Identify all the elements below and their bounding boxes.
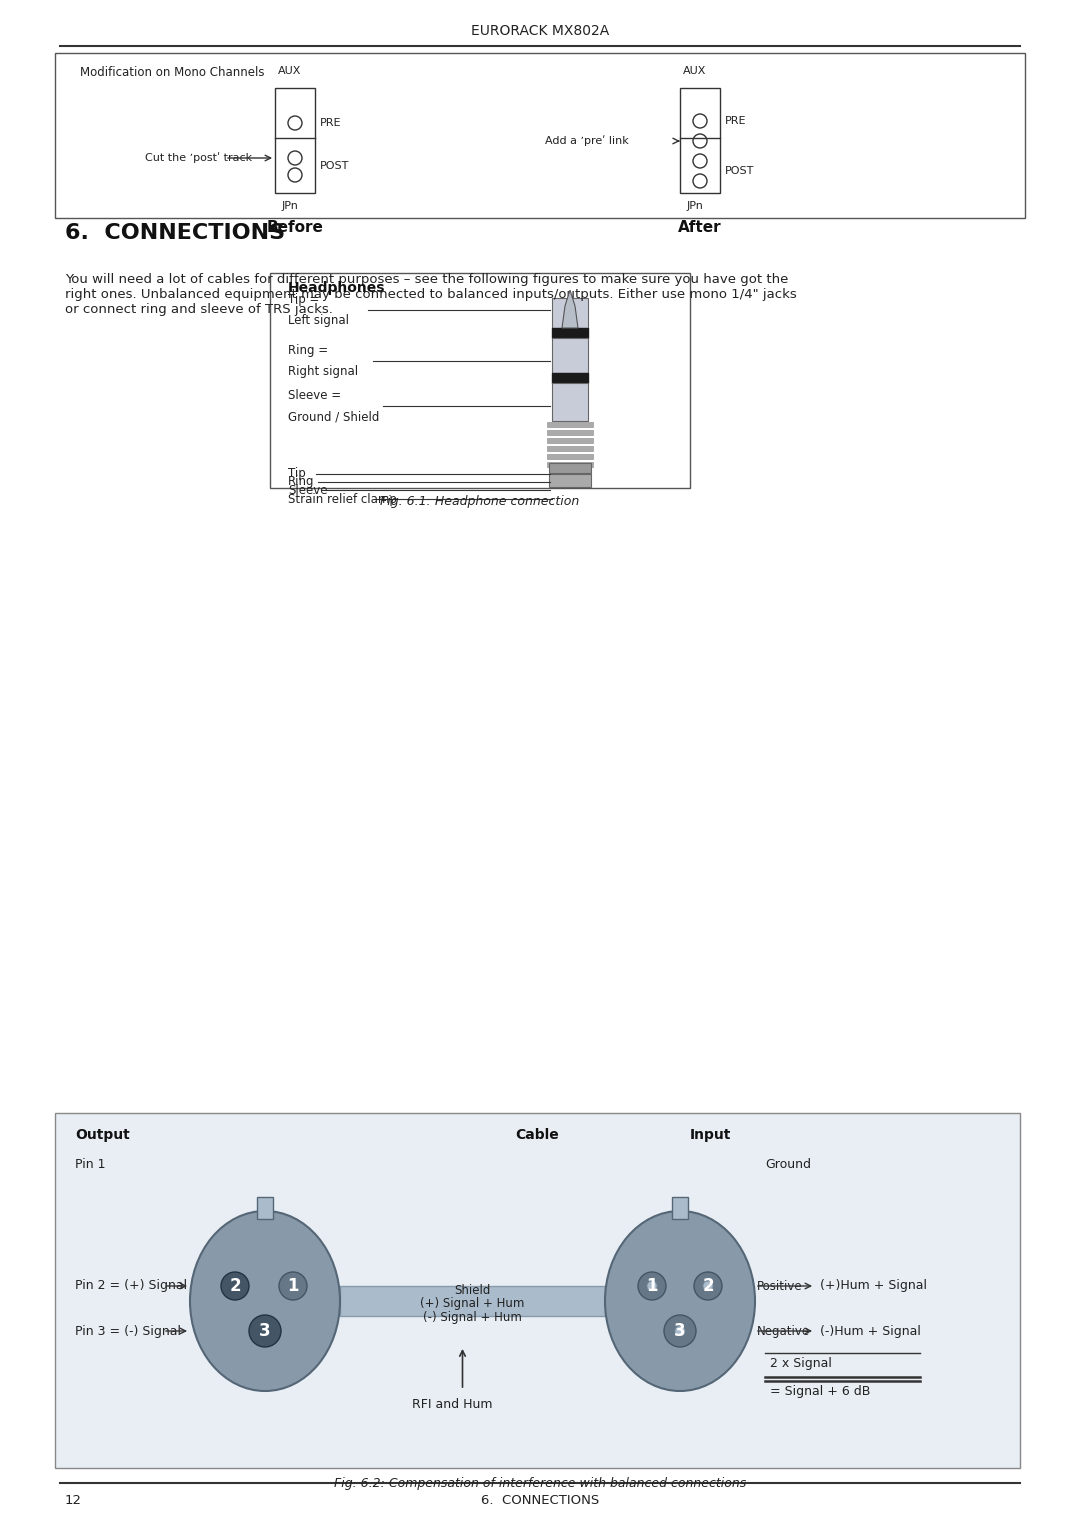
Bar xyxy=(546,422,593,426)
Circle shape xyxy=(693,115,707,128)
Ellipse shape xyxy=(605,1212,755,1390)
Text: Shield: Shield xyxy=(455,1285,490,1297)
Bar xyxy=(552,329,588,338)
Bar xyxy=(552,373,588,384)
Text: PRE: PRE xyxy=(725,116,746,125)
Text: Fig. 6.2: Compensation of interference with balanced connections: Fig. 6.2: Compensation of interference w… xyxy=(334,1478,746,1490)
Circle shape xyxy=(693,174,707,188)
Text: 1: 1 xyxy=(646,1277,658,1296)
Circle shape xyxy=(694,1271,723,1300)
Text: Headphones: Headphones xyxy=(288,281,386,295)
Text: EURORACK MX802A: EURORACK MX802A xyxy=(471,24,609,38)
Text: Pin 2 = (+) Signal: Pin 2 = (+) Signal xyxy=(75,1279,187,1293)
Bar xyxy=(552,384,588,422)
Text: AUX: AUX xyxy=(684,66,706,76)
Text: (+) Signal + Hum: (+) Signal + Hum xyxy=(420,1297,525,1311)
Text: POST: POST xyxy=(725,167,754,176)
Text: RFI and Hum: RFI and Hum xyxy=(413,1398,492,1412)
Text: PRE: PRE xyxy=(320,118,341,128)
Circle shape xyxy=(647,1280,657,1291)
Bar xyxy=(270,274,690,487)
Text: Before: Before xyxy=(267,220,323,235)
Text: Fig. 6.1: Headphone connection: Fig. 6.1: Headphone connection xyxy=(380,495,580,509)
Text: After: After xyxy=(678,220,721,235)
Circle shape xyxy=(638,1271,666,1300)
Text: Tip =: Tip = xyxy=(288,293,320,306)
Text: 1: 1 xyxy=(287,1277,299,1296)
Circle shape xyxy=(693,134,707,148)
Text: Sleeve =: Sleeve = xyxy=(288,390,341,402)
Bar xyxy=(546,439,593,443)
Text: = Signal + 6 dB: = Signal + 6 dB xyxy=(770,1386,870,1398)
Text: Ground: Ground xyxy=(765,1158,811,1172)
Polygon shape xyxy=(562,290,578,329)
Text: 2: 2 xyxy=(229,1277,241,1296)
Text: (-) Signal + Hum: (-) Signal + Hum xyxy=(423,1311,522,1323)
Bar xyxy=(55,53,1025,219)
Text: Cut the ʼpostʹ track: Cut the ʼpostʹ track xyxy=(145,153,252,163)
Text: JPn: JPn xyxy=(687,202,703,211)
Text: POST: POST xyxy=(320,160,349,171)
Text: 6.  CONNECTIONS: 6. CONNECTIONS xyxy=(481,1493,599,1507)
Bar xyxy=(552,298,588,329)
Bar xyxy=(549,474,591,487)
Bar xyxy=(546,429,593,435)
Bar xyxy=(552,338,588,373)
Bar xyxy=(546,446,593,451)
Bar xyxy=(680,89,720,193)
Text: Ground / Shield: Ground / Shield xyxy=(288,410,379,423)
Text: Ring =: Ring = xyxy=(288,344,328,358)
Bar xyxy=(275,89,315,193)
Text: Output: Output xyxy=(75,1128,130,1141)
Text: AUX: AUX xyxy=(279,66,301,76)
Bar xyxy=(55,1112,1020,1468)
Text: Cable: Cable xyxy=(515,1128,558,1141)
Text: (+)Hum + Signal: (+)Hum + Signal xyxy=(820,1279,927,1293)
Text: Pin 3 = (-) Signal: Pin 3 = (-) Signal xyxy=(75,1325,181,1337)
Text: 3: 3 xyxy=(259,1322,271,1340)
Bar xyxy=(257,1196,273,1219)
Text: You will need a lot of cables for different purposes – see the following figures: You will need a lot of cables for differ… xyxy=(65,274,797,316)
Text: Strain relief clamp: Strain relief clamp xyxy=(288,492,396,506)
Circle shape xyxy=(288,116,302,130)
Bar xyxy=(546,454,593,458)
Circle shape xyxy=(664,1316,696,1348)
Text: Modification on Mono Channels: Modification on Mono Channels xyxy=(80,67,265,79)
Bar xyxy=(672,1196,688,1219)
Circle shape xyxy=(288,151,302,165)
Text: 3: 3 xyxy=(674,1322,686,1340)
Text: (-)Hum + Signal: (-)Hum + Signal xyxy=(820,1325,921,1337)
Circle shape xyxy=(288,168,302,182)
Text: 2 x Signal: 2 x Signal xyxy=(770,1357,832,1369)
Text: Left signal: Left signal xyxy=(288,313,349,327)
Bar xyxy=(340,1287,605,1316)
Bar xyxy=(546,461,593,468)
Circle shape xyxy=(675,1326,685,1335)
Text: 12: 12 xyxy=(65,1493,82,1507)
Text: Pin 1: Pin 1 xyxy=(75,1158,106,1172)
Text: Sleeve: Sleeve xyxy=(288,483,327,497)
Circle shape xyxy=(693,154,707,168)
Circle shape xyxy=(279,1271,307,1300)
Text: 6.  CONNECTIONS: 6. CONNECTIONS xyxy=(65,223,285,243)
Circle shape xyxy=(221,1271,249,1300)
Text: JPn: JPn xyxy=(282,202,298,211)
Circle shape xyxy=(703,1280,713,1291)
Text: Negative: Negative xyxy=(757,1325,810,1337)
Text: Tip: Tip xyxy=(288,468,306,480)
Text: Positive: Positive xyxy=(757,1279,802,1293)
Bar xyxy=(549,463,591,474)
Text: 2: 2 xyxy=(702,1277,714,1296)
Text: Ring: Ring xyxy=(288,475,314,489)
Circle shape xyxy=(249,1316,281,1348)
Text: Input: Input xyxy=(690,1128,731,1141)
Ellipse shape xyxy=(190,1212,340,1390)
Text: Add a ʼpreʹ link: Add a ʼpreʹ link xyxy=(545,136,629,147)
Text: Right signal: Right signal xyxy=(288,365,359,377)
